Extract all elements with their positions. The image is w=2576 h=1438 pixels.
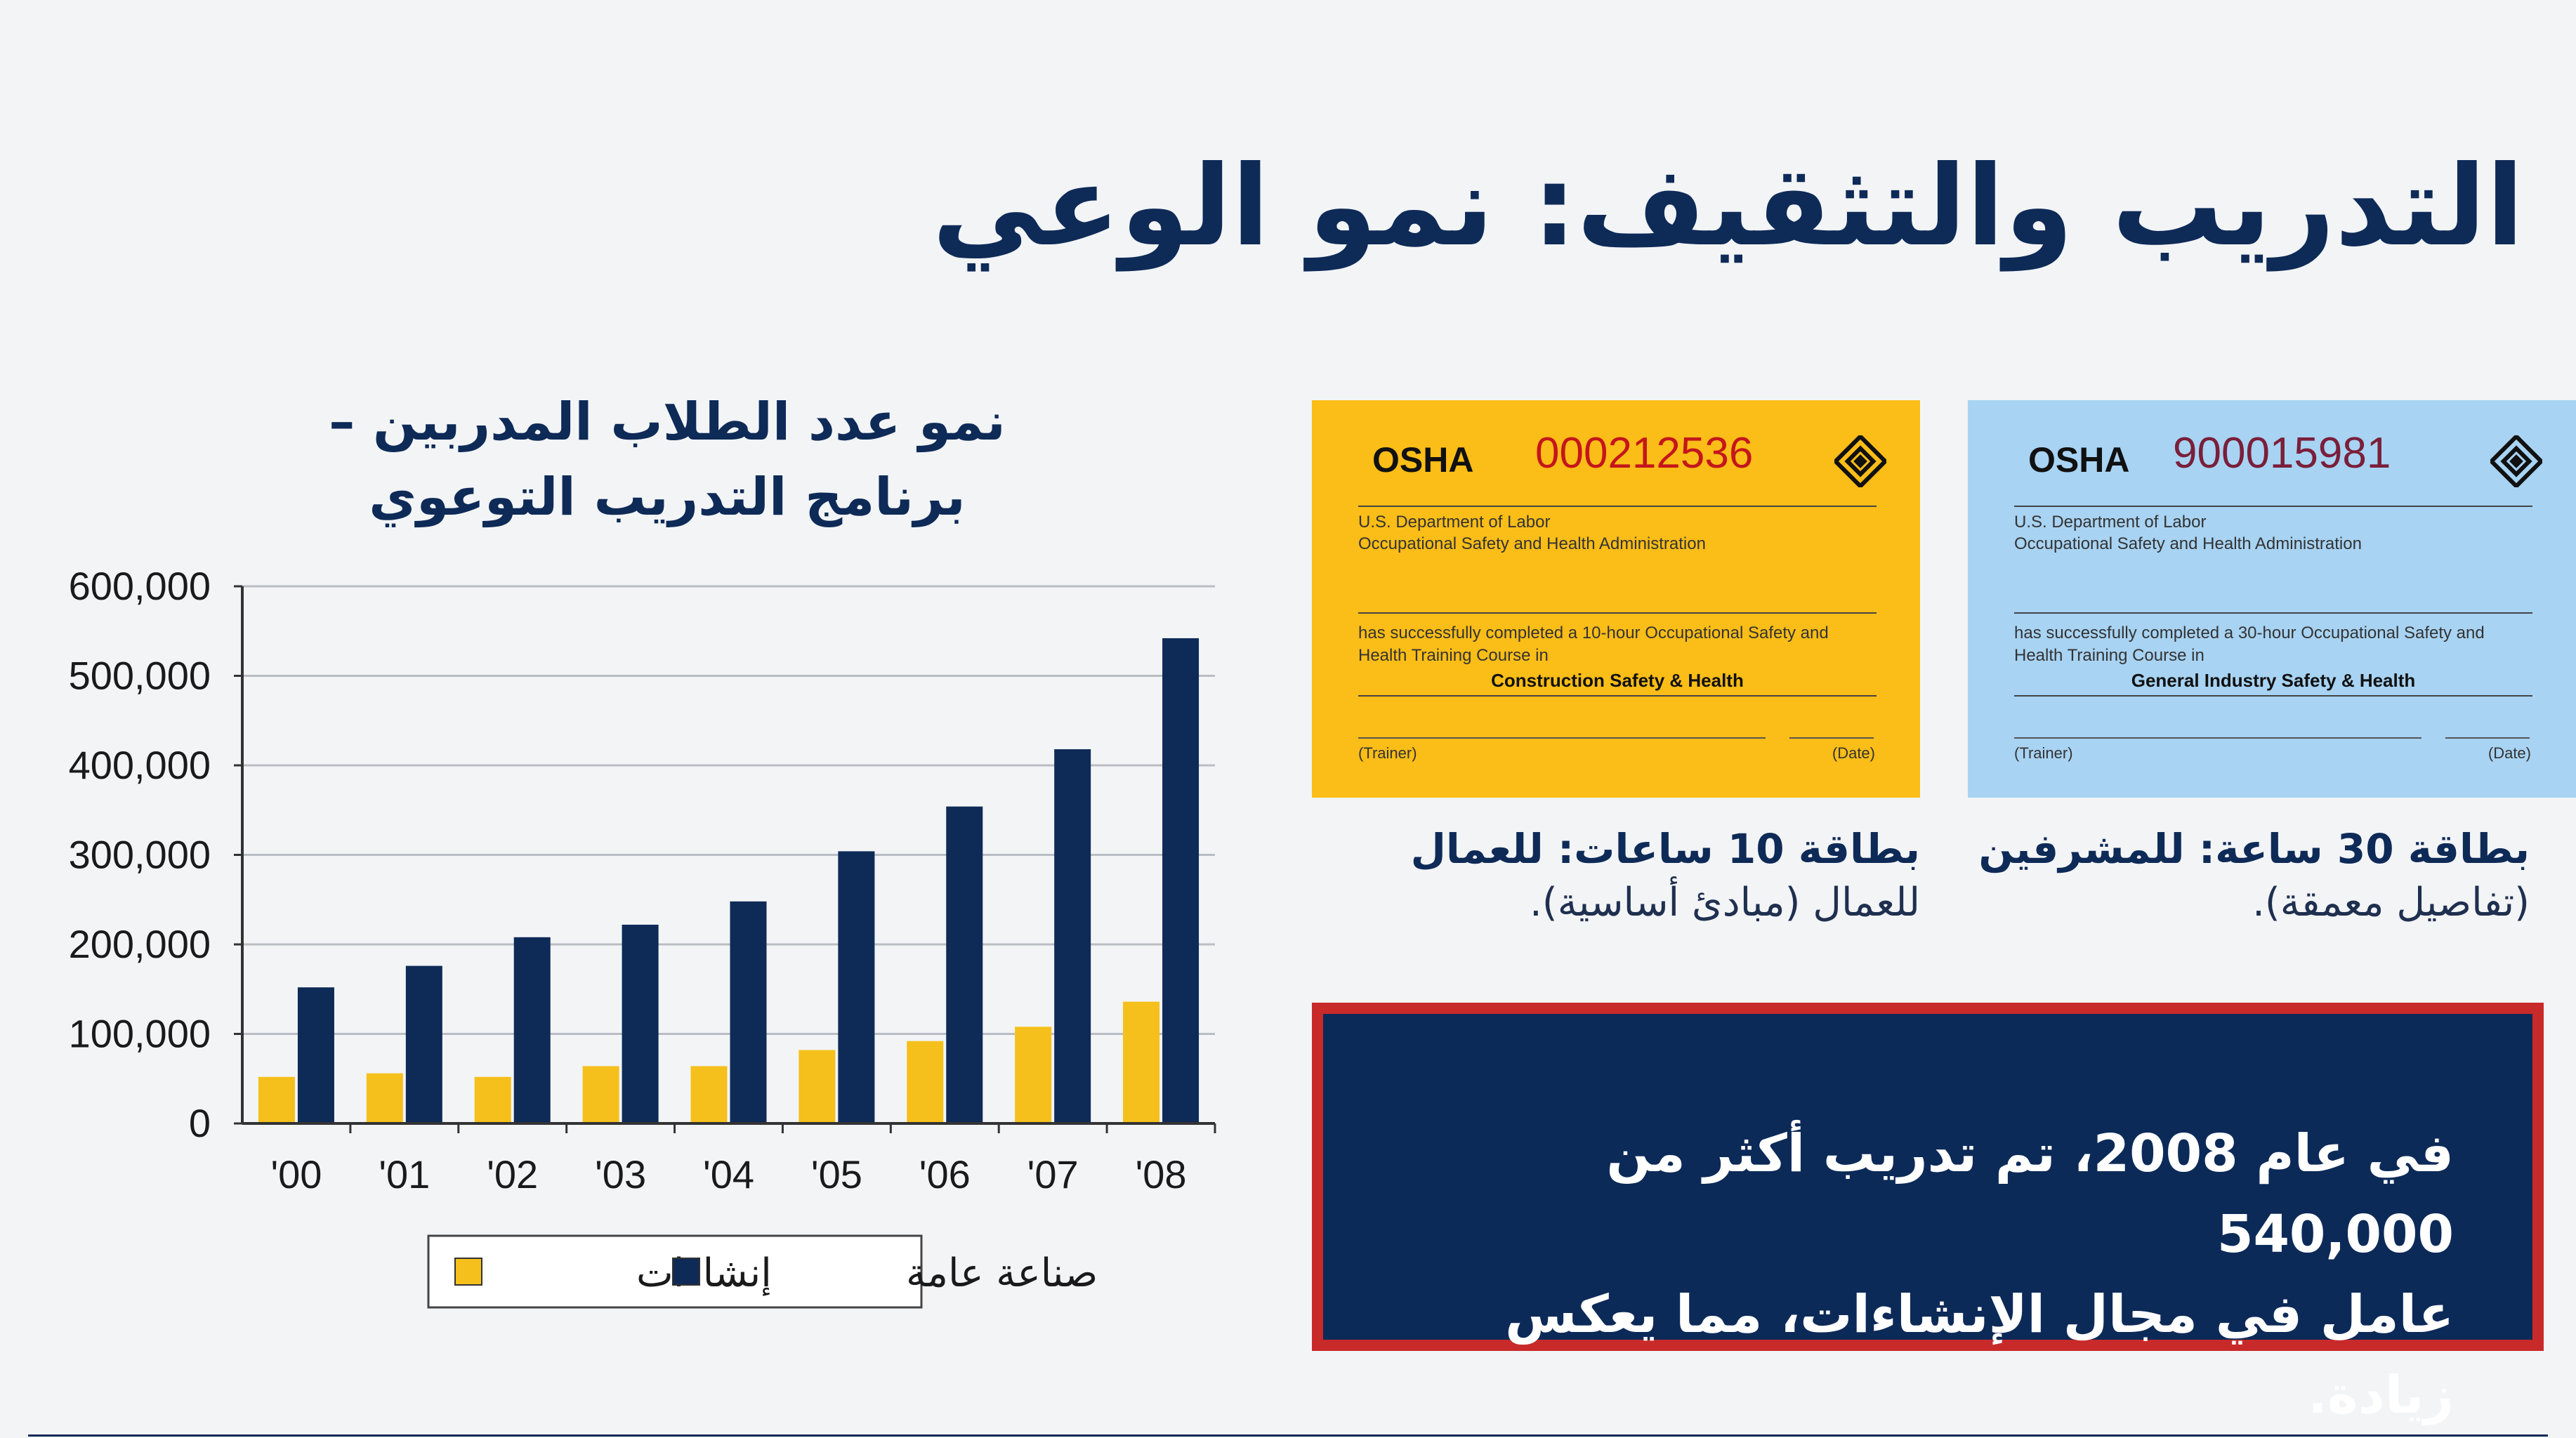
caption-title: بطاقة 30 ساعة: للمشرفين	[1978, 825, 2530, 873]
x-tick-label: '02	[487, 1152, 538, 1196]
osha-30-hour-card: OSHA 900015981 U.S. Department of Labor …	[1968, 400, 2576, 798]
osha-10-hour-card: OSHA 000212536 U.S. Department of Labor …	[1312, 400, 1920, 798]
x-tick-label: '00	[270, 1152, 322, 1196]
callout-text: في عام 2008، تم تدريب أكثر من 540,000 عا…	[1400, 1114, 2454, 1436]
bar-construction	[582, 1066, 619, 1123]
bar-general-industry	[513, 937, 551, 1123]
x-tick-label: '05	[811, 1152, 862, 1196]
callout-line2: عامل في مجال الإنشاءات، مما يعكس زيادة.	[1505, 1284, 2454, 1426]
y-tick-label: 0	[189, 1101, 211, 1145]
bar-construction	[799, 1050, 836, 1123]
x-tick-label: '04	[703, 1152, 754, 1196]
card-course: General Industry Safety & Health	[2131, 670, 2416, 691]
diamond-logo-icon	[2490, 435, 2542, 487]
bar-chart: 600,000 500,000 400,000 300,000 200,000 100,0…	[69, 564, 1216, 1309]
x-tick-label: '06	[919, 1152, 971, 1196]
y-tick-label: 300,000	[69, 833, 211, 877]
card-divider	[1358, 695, 1877, 697]
bar-construction	[366, 1073, 403, 1123]
bar-general-industry	[1162, 638, 1200, 1123]
bottom-rule	[28, 1434, 2548, 1437]
legend-label-construction: إنشاءات	[636, 1251, 772, 1297]
bar-general-industry	[622, 924, 659, 1123]
date-signature-line	[2445, 737, 2530, 739]
caption-10-hour: بطاقة 10 ساعات: للعمال للعمال (مبادئ أسا…	[1312, 822, 1920, 930]
y-tick-label: 400,000	[69, 743, 211, 787]
legend-swatch-construction	[454, 1258, 482, 1286]
card-brand: OSHA	[2028, 440, 2130, 480]
bar-general-industry	[838, 851, 875, 1123]
bar-general-industry	[946, 806, 983, 1123]
trainer-signature-line	[2014, 737, 2421, 739]
card-date-label: (Date)	[1832, 744, 1875, 762]
bar-construction	[1123, 1001, 1160, 1123]
card-divider	[2014, 506, 2532, 507]
bar-general-industry	[730, 901, 767, 1123]
bar-construction	[258, 1076, 295, 1123]
bar-general-industry	[405, 965, 442, 1123]
bar-construction	[690, 1066, 728, 1123]
callout-line1: في عام 2008، تم تدريب أكثر من 540,000	[1606, 1123, 2454, 1265]
card-trainer-label: (Trainer)	[2014, 744, 2073, 762]
card-divider	[2014, 695, 2532, 697]
x-tick-label: '08	[1136, 1152, 1187, 1196]
bar-general-industry	[1054, 749, 1091, 1123]
x-tick-label: '07	[1027, 1152, 1079, 1196]
caption-subtitle: للعمال (مبادئ أساسية).	[1530, 880, 1920, 926]
card-trainer-label: (Trainer)	[1358, 744, 1417, 762]
y-tick-label: 500,000	[69, 654, 211, 698]
legend-label-general-industry: صناعة عامة	[906, 1251, 1098, 1296]
trainer-signature-line	[1358, 737, 1766, 739]
card-agency: U.S. Department of Labor Occupational Sa…	[1358, 511, 1706, 555]
card-serial-number: 900015981	[2173, 429, 2391, 477]
agency-line2: Occupational Safety and Health Administr…	[2014, 534, 2362, 554]
chart-title-line2: برنامج التدريب التوعوي	[369, 467, 966, 528]
chart-title: نمو عدد الطلاب المدربين – برنامج التدريب…	[246, 385, 1089, 536]
agency-line1: U.S. Department of Labor	[2014, 513, 2207, 532]
agency-line2: Occupational Safety and Health Administr…	[1358, 534, 1706, 554]
card-course: Construction Safety & Health	[1491, 670, 1744, 691]
caption-30-hour: بطاقة 30 ساعة: للمشرفين (تفاصيل معمقة).	[1921, 822, 2530, 930]
bar-construction	[474, 1076, 511, 1123]
card-date-label: (Date)	[2488, 744, 2531, 762]
card-divider	[1358, 612, 1877, 614]
card-statement: has successfully completed a 10-hour Occ…	[1358, 624, 1829, 666]
caption-subtitle: (تفاصيل معمقة).	[2252, 880, 2530, 926]
date-signature-line	[1789, 737, 1874, 739]
agency-line1: U.S. Department of Labor	[1358, 513, 1551, 532]
card-divider	[2014, 612, 2532, 614]
bar-construction	[907, 1041, 944, 1123]
chart-title-line1: نمو عدد الطلاب المدربين –	[329, 392, 1006, 452]
card-serial-number: 000212536	[1535, 429, 1754, 477]
slide-title: التدريب والتثقيف: نمو الوعي	[932, 142, 2524, 271]
card-divider	[1358, 506, 1877, 507]
bar-general-industry	[297, 987, 334, 1123]
y-tick-label: 600,000	[69, 564, 211, 608]
card-brand: OSHA	[1372, 440, 1474, 480]
card-agency: U.S. Department of Labor Occupational Sa…	[2014, 511, 2362, 555]
y-tick-label: 200,000	[69, 922, 211, 966]
x-tick-label: '03	[595, 1152, 646, 1196]
diamond-logo-icon	[1834, 435, 1886, 487]
bar-construction	[1015, 1027, 1052, 1123]
card-statement: has successfully completed a 30-hour Occ…	[2014, 624, 2485, 666]
legend-swatch-general-industry	[672, 1258, 700, 1286]
y-tick-label: 100,000	[69, 1012, 211, 1056]
callout-box: في عام 2008، تم تدريب أكثر من 540,000 عا…	[1312, 1003, 2544, 1425]
caption-title: بطاقة 10 ساعات: للعمال	[1410, 825, 1920, 873]
x-tick-label: '01	[379, 1152, 430, 1196]
